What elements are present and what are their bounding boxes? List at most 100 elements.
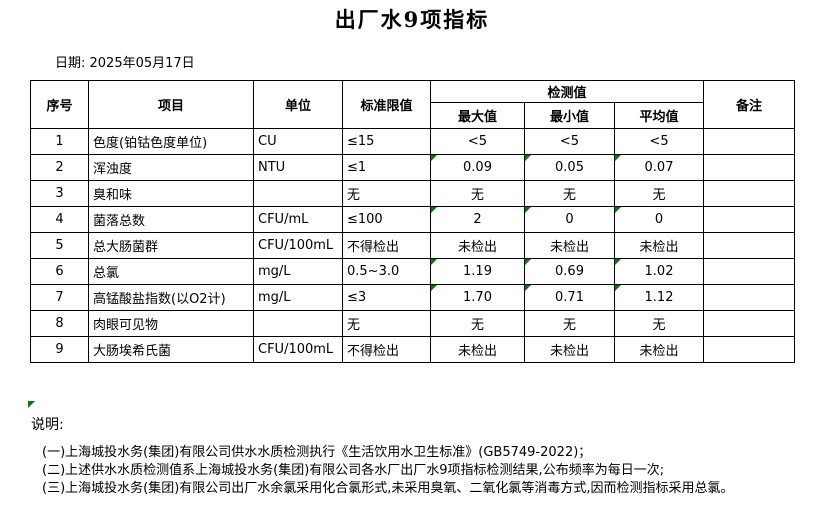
cell-item: 菌落总数 — [88, 206, 254, 233]
cell-corner-marker-icon — [525, 207, 531, 213]
col-header-item: 项目 — [88, 80, 254, 129]
cell-no: 9 — [30, 336, 89, 363]
cell-remark — [703, 284, 796, 311]
table-row: 4 菌落总数 CFU/mL ≤100 2 0 0 — [30, 206, 796, 233]
cell-max: <5 — [430, 128, 525, 155]
table-row: 8 肉眼可见物 无 无 无 无 — [30, 310, 796, 337]
cell-max: 未检出 — [430, 336, 525, 363]
cell-limit: 不得检出 — [342, 336, 431, 363]
cell-corner-marker-icon — [431, 207, 437, 213]
table-row: 9 大肠埃希氏菌 CFU/100mL 不得检出 未检出 未检出 未检出 — [30, 336, 796, 363]
cell-avg-text: 无 — [652, 188, 666, 203]
cell-no: 6 — [30, 258, 89, 285]
cell-limit: ≤100 — [342, 206, 431, 233]
cell-remark — [703, 258, 796, 285]
cell-no-text: 7 — [55, 290, 64, 305]
cell-remark — [703, 206, 796, 233]
cell-limit-text: 不得检出 — [347, 344, 400, 359]
note-line: (二)上述供水水质检测值系上海城投水务(集团)有限公司各水厂出厂水9项指标检测结… — [42, 463, 665, 478]
cell-unit: NTU — [253, 154, 343, 181]
cell-limit: ≤3 — [342, 284, 431, 311]
cell-min-text: 无 — [562, 318, 576, 333]
cell-max-text: 无 — [470, 188, 484, 203]
cell-limit-text: 无 — [347, 188, 361, 203]
cell-min-text: <5 — [559, 134, 580, 149]
cell-unit-text: CFU/mL — [258, 212, 309, 227]
cell-corner-marker-icon — [431, 285, 437, 291]
cell-corner-marker-icon — [525, 155, 531, 161]
cell-item-text: 臭和味 — [93, 188, 133, 203]
cell-no-text: 5 — [55, 238, 64, 253]
cell-limit: 无 — [342, 180, 431, 207]
cell-unit: mg/L — [253, 284, 343, 311]
cell-min: 0.71 — [524, 284, 615, 311]
cell-no: 4 — [30, 206, 89, 233]
cell-max-text: 未检出 — [457, 240, 497, 255]
cell-no: 2 — [30, 154, 89, 181]
cell-max: 0.09 — [430, 154, 525, 181]
cell-max: 1.70 — [430, 284, 525, 311]
cell-no: 5 — [30, 232, 89, 259]
cell-unit: mg/L — [253, 258, 343, 285]
cell-corner-marker-icon — [525, 259, 531, 265]
cell-avg-text: 未检出 — [639, 240, 679, 255]
cell-max-text: 1.19 — [463, 264, 492, 279]
cell-no-text: 3 — [55, 186, 64, 201]
cell-item: 总氯 — [88, 258, 254, 285]
cell-max: 2 — [430, 206, 525, 233]
cell-corner-marker-icon — [615, 259, 621, 265]
cell-item: 色度(铂钴色度单位) — [88, 128, 254, 155]
cell-remark — [703, 336, 796, 363]
header-row-top: 序号 项目 单位 标准限值 检测值 备注 — [30, 80, 796, 129]
cell-unit-text: CFU/100mL — [258, 238, 334, 253]
cell-limit-text: 无 — [347, 318, 361, 333]
cell-avg-text: <5 — [649, 134, 669, 149]
cell-min: 未检出 — [524, 336, 615, 363]
cell-min: 无 — [524, 180, 615, 207]
cell-min: <5 — [524, 128, 615, 155]
cell-item: 浑浊度 — [88, 154, 254, 181]
notes-label: 说明: — [31, 417, 64, 433]
cell-avg-text: 0.07 — [644, 160, 674, 175]
col-header-remark: 备注 — [703, 80, 796, 129]
col-header-avg: 平均值 — [613, 102, 705, 129]
cell-avg: 0 — [613, 206, 705, 233]
col-header-detection: 检测值 — [429, 80, 705, 103]
note-line: (一)上海城投水务(集团)有限公司供水水质检测执行《生活饮用水卫生标准》(GB5… — [42, 445, 592, 460]
table-row: 7 高锰酸盐指数(以O2计) mg/L ≤3 1.70 0.71 1.12 — [30, 284, 796, 311]
cell-no-text: 4 — [55, 212, 64, 227]
cell-max-text: 2 — [473, 212, 482, 227]
cell-min: 0.69 — [524, 258, 615, 285]
report-date: 日期: 2025年05月17日 — [55, 56, 195, 71]
cell-limit-text: ≤3 — [347, 290, 367, 305]
cell-item-text: 总氯 — [93, 266, 120, 281]
cell-avg: 无 — [613, 310, 705, 337]
cell-max: 无 — [430, 180, 525, 207]
header-row-sub: 最大值 最小值 平均值 — [31, 102, 795, 129]
cell-no-text: 2 — [55, 160, 64, 175]
cell-remark — [703, 128, 796, 155]
cell-item-text: 高锰酸盐指数(以O2计) — [93, 292, 226, 307]
cell-item-text: 大肠埃希氏菌 — [93, 344, 172, 359]
cell-no: 3 — [30, 180, 89, 207]
cell-corner-marker-icon — [615, 285, 621, 291]
cell-avg: 未检出 — [613, 336, 705, 363]
cell-limit-text: ≤1 — [347, 160, 367, 175]
cell-min-text: 未检出 — [549, 344, 589, 359]
cell-avg: 无 — [613, 180, 705, 207]
cell-limit-text: 不得检出 — [347, 240, 400, 255]
cell-max: 无 — [430, 310, 525, 337]
cell-avg: 1.12 — [613, 284, 705, 311]
cell-item-text: 菌落总数 — [93, 214, 146, 229]
cell-corner-marker-icon — [615, 155, 621, 161]
cell-avg: <5 — [613, 128, 705, 155]
cell-limit-text: 0.5~3.0 — [347, 264, 400, 279]
cell-remark — [703, 310, 796, 337]
cell-unit: CFU/mL — [253, 206, 343, 233]
cell-avg-text: 无 — [652, 318, 666, 333]
cell-min: 无 — [524, 310, 615, 337]
cell-avg-text: 0 — [654, 212, 664, 227]
cell-item: 大肠埃希氏菌 — [88, 336, 254, 363]
cell-unit: CFU/100mL — [253, 232, 343, 259]
